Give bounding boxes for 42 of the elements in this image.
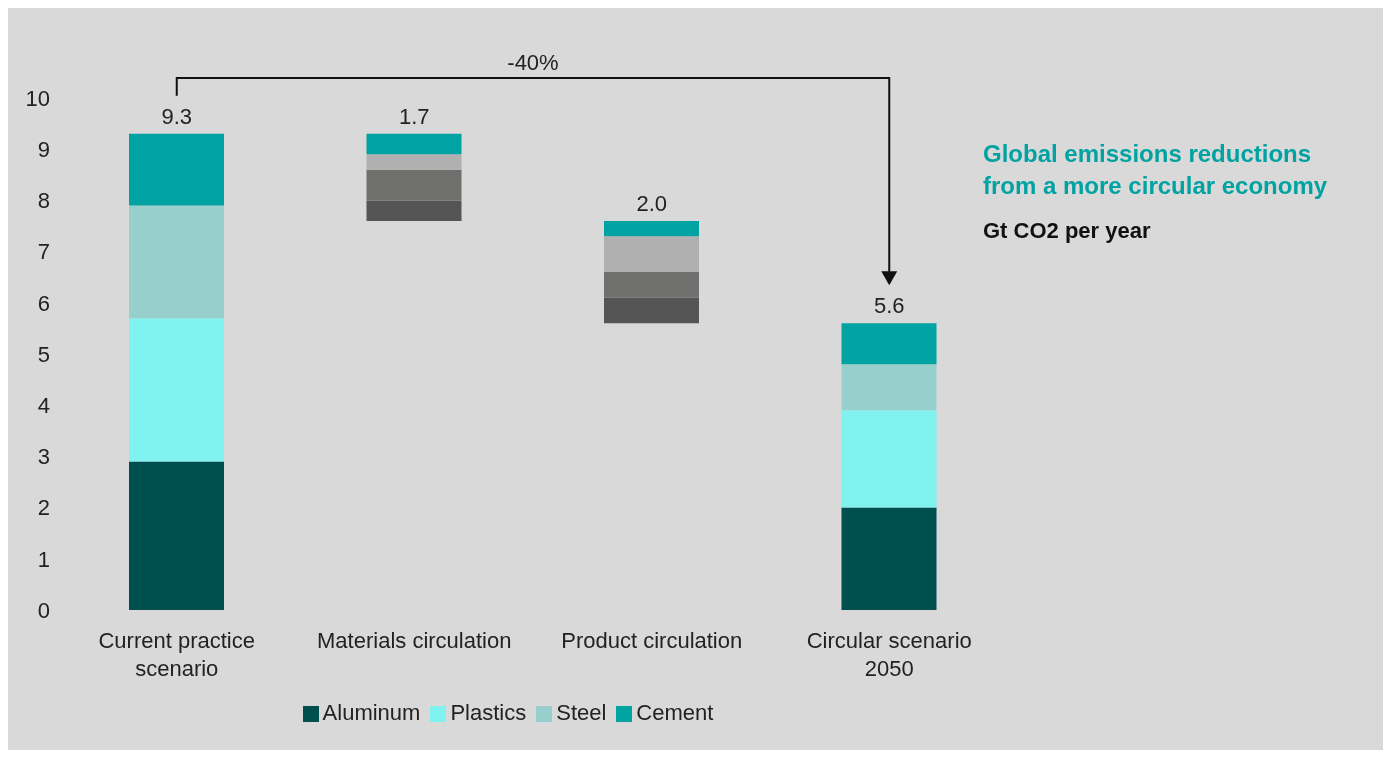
bar [841,507,937,610]
bar [604,236,699,273]
x-tick-label: Product circulation [561,628,743,653]
x-tick-label: Current practice scenario [98,628,256,681]
y-tick-label: 1 [37,546,50,572]
bar [366,133,462,155]
bar [604,272,699,298]
y-tick-label: 10 [25,85,50,111]
y-tick-label: 4 [37,393,50,419]
y-tick-label: 8 [37,188,50,214]
text: Global emissions reductions from a more circular economy [983,139,1329,201]
bar [841,323,937,365]
y-tick-label: 3 [37,444,50,470]
x-tick-label: Materials circulation [317,628,512,653]
bar [604,220,699,237]
text: -40% [507,50,559,75]
bar [841,364,937,411]
y-tick-label: 6 [37,290,50,316]
bar [604,297,699,324]
bar [129,318,224,462]
y-tick-label: 2 [37,495,50,521]
bar [366,169,462,201]
y-tick-label: 0 [37,597,50,623]
x-tick-label: Circular scenario 2050 [806,628,972,681]
y-tick-label: 7 [37,239,50,265]
bar [366,200,462,221]
y-tick-label: 5 [37,341,50,367]
annotation: 9.3 [161,103,193,129]
bar [129,461,224,610]
bar [129,133,224,206]
y-tick-label: 9 [37,137,50,163]
text: Gt CO2 per year [983,218,1152,244]
annotation: 1.7 [398,103,430,129]
bar [841,410,937,508]
legend-label: Cement [636,700,714,725]
legend-label: Plastics [450,700,527,725]
annotation: 2.0 [636,190,668,216]
legend-label: Aluminum [322,700,421,725]
annotation: 5.6 [873,293,905,319]
bar [129,205,224,319]
bar [366,154,462,170]
legend-label: Steel [556,700,607,725]
